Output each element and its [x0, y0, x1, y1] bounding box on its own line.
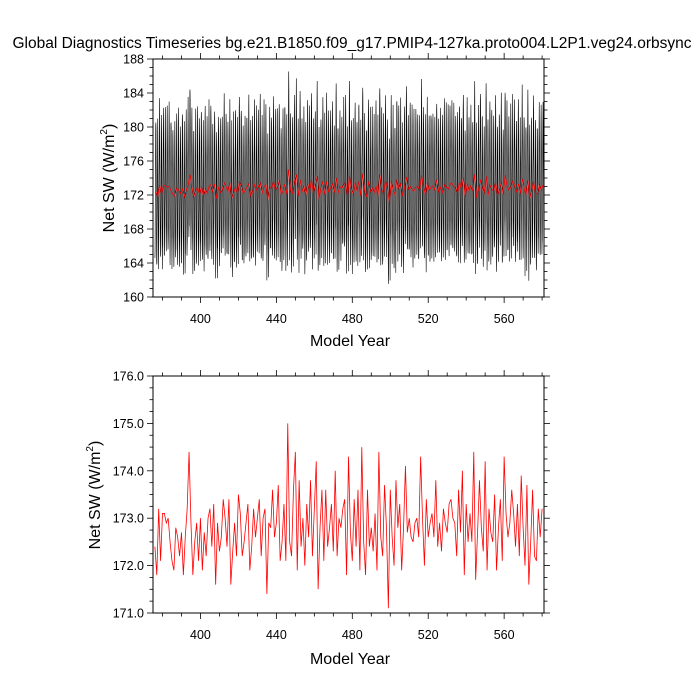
bottom-x-axis-label: Model Year [310, 651, 391, 668]
top-plot-area [154, 71, 545, 284]
bottom-panel: 400 440 480 520 560 171.0 172.0 173.0 174.0 175.0… [85, 370, 550, 668]
top-annual-line [155, 169, 544, 203]
top-panel: 400 440 480 520 560160164168172176180184188 … [99, 53, 550, 350]
top-axes: 400 440 480 520 560 160 164 168 172 176 180 184 188 [123, 53, 550, 326]
bottom-annual-line [154, 423, 543, 609]
bottom-y-tick-label: 173.0 [113, 512, 144, 526]
top-y-label-sup: 2 [99, 129, 110, 135]
top-y-axis-label: Net SW (W/m2) [99, 124, 118, 233]
top-y-tick-label: 172 [123, 189, 144, 203]
bottom-y-tick-label: 171.0 [113, 607, 144, 621]
bottom-x-tick-label: 480 [342, 628, 363, 642]
top-y-label-main: Net SW (W/m [101, 135, 118, 233]
bottom-y-label-main: Net SW (W/m [87, 452, 104, 550]
top-x-tick-label: 560 [494, 312, 515, 326]
top-y-tick-label: 164 [123, 257, 144, 271]
top-x-tick-label: 400 [190, 312, 211, 326]
top-y-label-tail: ) [101, 124, 118, 129]
top-y-tick-label: 184 [123, 87, 144, 101]
top-x-tick-label: 520 [418, 312, 439, 326]
bottom-y-tick-label: 172.0 [113, 559, 144, 573]
bottom-x-tick-label: 560 [494, 628, 515, 642]
bottom-y-tick-label: 176.0 [113, 370, 144, 384]
bottom-y-axis-label: Net SW (W/m2) [85, 441, 104, 550]
bottom-y-label-sup: 2 [85, 446, 96, 452]
top-x-tick-label: 480 [342, 312, 363, 326]
top-y-tick-label: 168 [123, 223, 144, 237]
bottom-x-tick-label: 520 [418, 628, 439, 642]
top-x-tick-label: 440 [266, 312, 287, 326]
bottom-y-label-tail: ) [87, 441, 104, 446]
chart-title: Global Diagnostics Timeseries bg.e21.B18… [13, 35, 692, 52]
top-y-tick-label: 176 [123, 155, 144, 169]
top-x-axis-label: Model Year [310, 333, 391, 350]
bottom-y-tick-label: 175.0 [113, 417, 144, 431]
top-monthly-line [154, 71, 545, 284]
bottom-x-tick-label: 400 [190, 628, 211, 642]
top-y-tick-label: 180 [123, 121, 144, 135]
top-y-tick-label: 188 [123, 53, 144, 67]
bottom-plot-area [154, 423, 543, 609]
bottom-axes: 400 440 480 520 560 171.0 172.0 173.0 174.0 175.0… [113, 370, 550, 642]
top-y-tick-label: 160 [123, 291, 144, 305]
bottom-x-tick-label: 440 [266, 628, 287, 642]
bottom-y-tick-label: 174.0 [113, 464, 144, 478]
